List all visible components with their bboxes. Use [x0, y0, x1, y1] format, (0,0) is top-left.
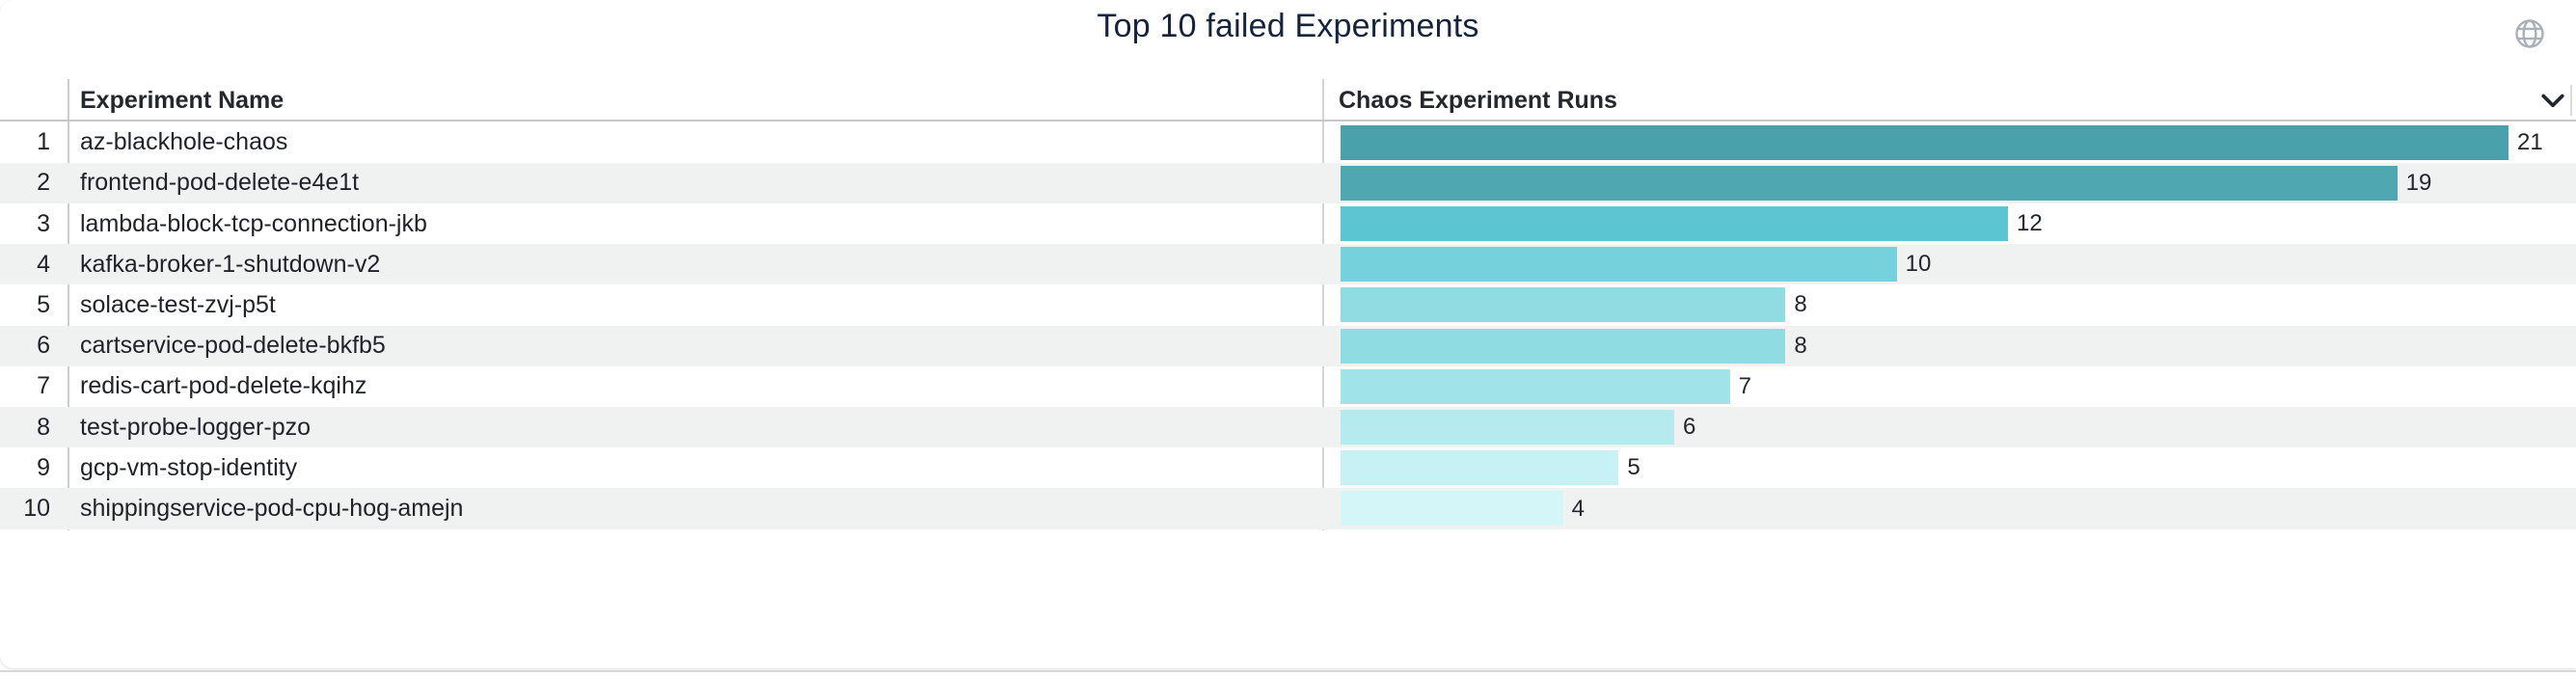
experiment-name: kafka-broker-1-shutdown-v2: [80, 250, 381, 278]
column-header-chaos-experiment-runs[interactable]: Chaos Experiment Runs: [1339, 86, 1617, 114]
runs-bar[interactable]: [1341, 205, 2008, 241]
page-divider-line: [0, 670, 2576, 672]
runs-column-divider: [1322, 79, 1324, 530]
runs-value: 7: [1738, 372, 1752, 399]
chart-title: Top 10 failed Experiments: [1097, 8, 1479, 44]
runs-value: 8: [1794, 291, 1807, 318]
experiment-name: lambda-block-tcp-connection-jkb: [80, 209, 427, 237]
runs-value: 8: [1794, 332, 1807, 359]
table-row[interactable]: 10 shippingservice-pod-cpu-hog-amejn 4: [0, 488, 2576, 529]
table-row[interactable]: 4 kafka-broker-1-shutdown-v2 10: [0, 244, 2576, 285]
table-rows: 1 az-blackhole-chaos 21 2 frontend-pod-d…: [0, 122, 2576, 529]
experiment-name: frontend-pod-delete-e4e1t: [80, 169, 360, 197]
globe-icon[interactable]: [2512, 16, 2547, 51]
row-number-column-divider: [68, 79, 69, 530]
runs-bar[interactable]: [1341, 450, 1619, 486]
runs-value: 21: [2517, 128, 2543, 155]
row-index: 3: [37, 209, 50, 237]
column-header-experiment-name[interactable]: Experiment Name: [80, 86, 285, 114]
table-row[interactable]: 8 test-probe-logger-pzo 6: [0, 407, 2576, 448]
runs-bar[interactable]: [1341, 124, 2508, 160]
experiment-name: solace-test-zvj-p5t: [80, 290, 276, 318]
table-row[interactable]: 9 gcp-vm-stop-identity 5: [0, 447, 2576, 488]
runs-value: 10: [1905, 251, 1932, 278]
row-index: 9: [37, 453, 50, 481]
row-index: 6: [37, 332, 50, 360]
table-row[interactable]: 7 redis-cart-pod-delete-kqihz 7: [0, 366, 2576, 407]
table-row[interactable]: 3 lambda-block-tcp-connection-jkb 12: [0, 203, 2576, 244]
row-index: 10: [23, 495, 50, 523]
experiment-name: redis-cart-pod-delete-kqihz: [80, 372, 367, 400]
table-row[interactable]: 1 az-blackhole-chaos 21: [0, 122, 2576, 163]
runs-bar[interactable]: [1341, 491, 1563, 526]
experiment-name: gcp-vm-stop-identity: [80, 453, 298, 481]
runs-value: 5: [1627, 454, 1641, 481]
scrollbar-thumb[interactable]: [2570, 85, 2572, 116]
row-index: 2: [37, 169, 50, 197]
experiment-name: shippingservice-pod-cpu-hog-amejn: [80, 495, 464, 523]
row-index: 5: [37, 290, 50, 318]
row-index: 4: [37, 250, 50, 278]
header-bottom-border: [0, 120, 2576, 122]
runs-bar[interactable]: [1341, 368, 1730, 404]
runs-bar[interactable]: [1341, 328, 1786, 364]
experiment-name: test-probe-logger-pzo: [80, 413, 312, 441]
experiment-name: cartservice-pod-delete-bkfb5: [80, 332, 386, 360]
experiment-name: az-blackhole-chaos: [80, 128, 288, 156]
table-row[interactable]: 5 solace-test-zvj-p5t 8: [0, 284, 2576, 325]
runs-bar[interactable]: [1341, 165, 2398, 201]
runs-bar[interactable]: [1341, 247, 1897, 283]
runs-value: 19: [2405, 169, 2432, 196]
table-row[interactable]: 6 cartservice-pod-delete-bkfb5 8: [0, 325, 2576, 366]
chevron-down-icon[interactable]: [2540, 93, 2565, 110]
row-index: 8: [37, 413, 50, 441]
runs-bar[interactable]: [1341, 410, 1674, 446]
row-index: 1: [37, 128, 50, 156]
runs-bar[interactable]: [1341, 287, 1786, 323]
runs-value: 6: [1683, 414, 1696, 441]
row-index: 7: [37, 372, 50, 400]
table-row[interactable]: 2 frontend-pod-delete-e4e1t 19: [0, 162, 2576, 203]
runs-value: 4: [1571, 495, 1586, 522]
runs-value: 12: [2017, 210, 2043, 237]
